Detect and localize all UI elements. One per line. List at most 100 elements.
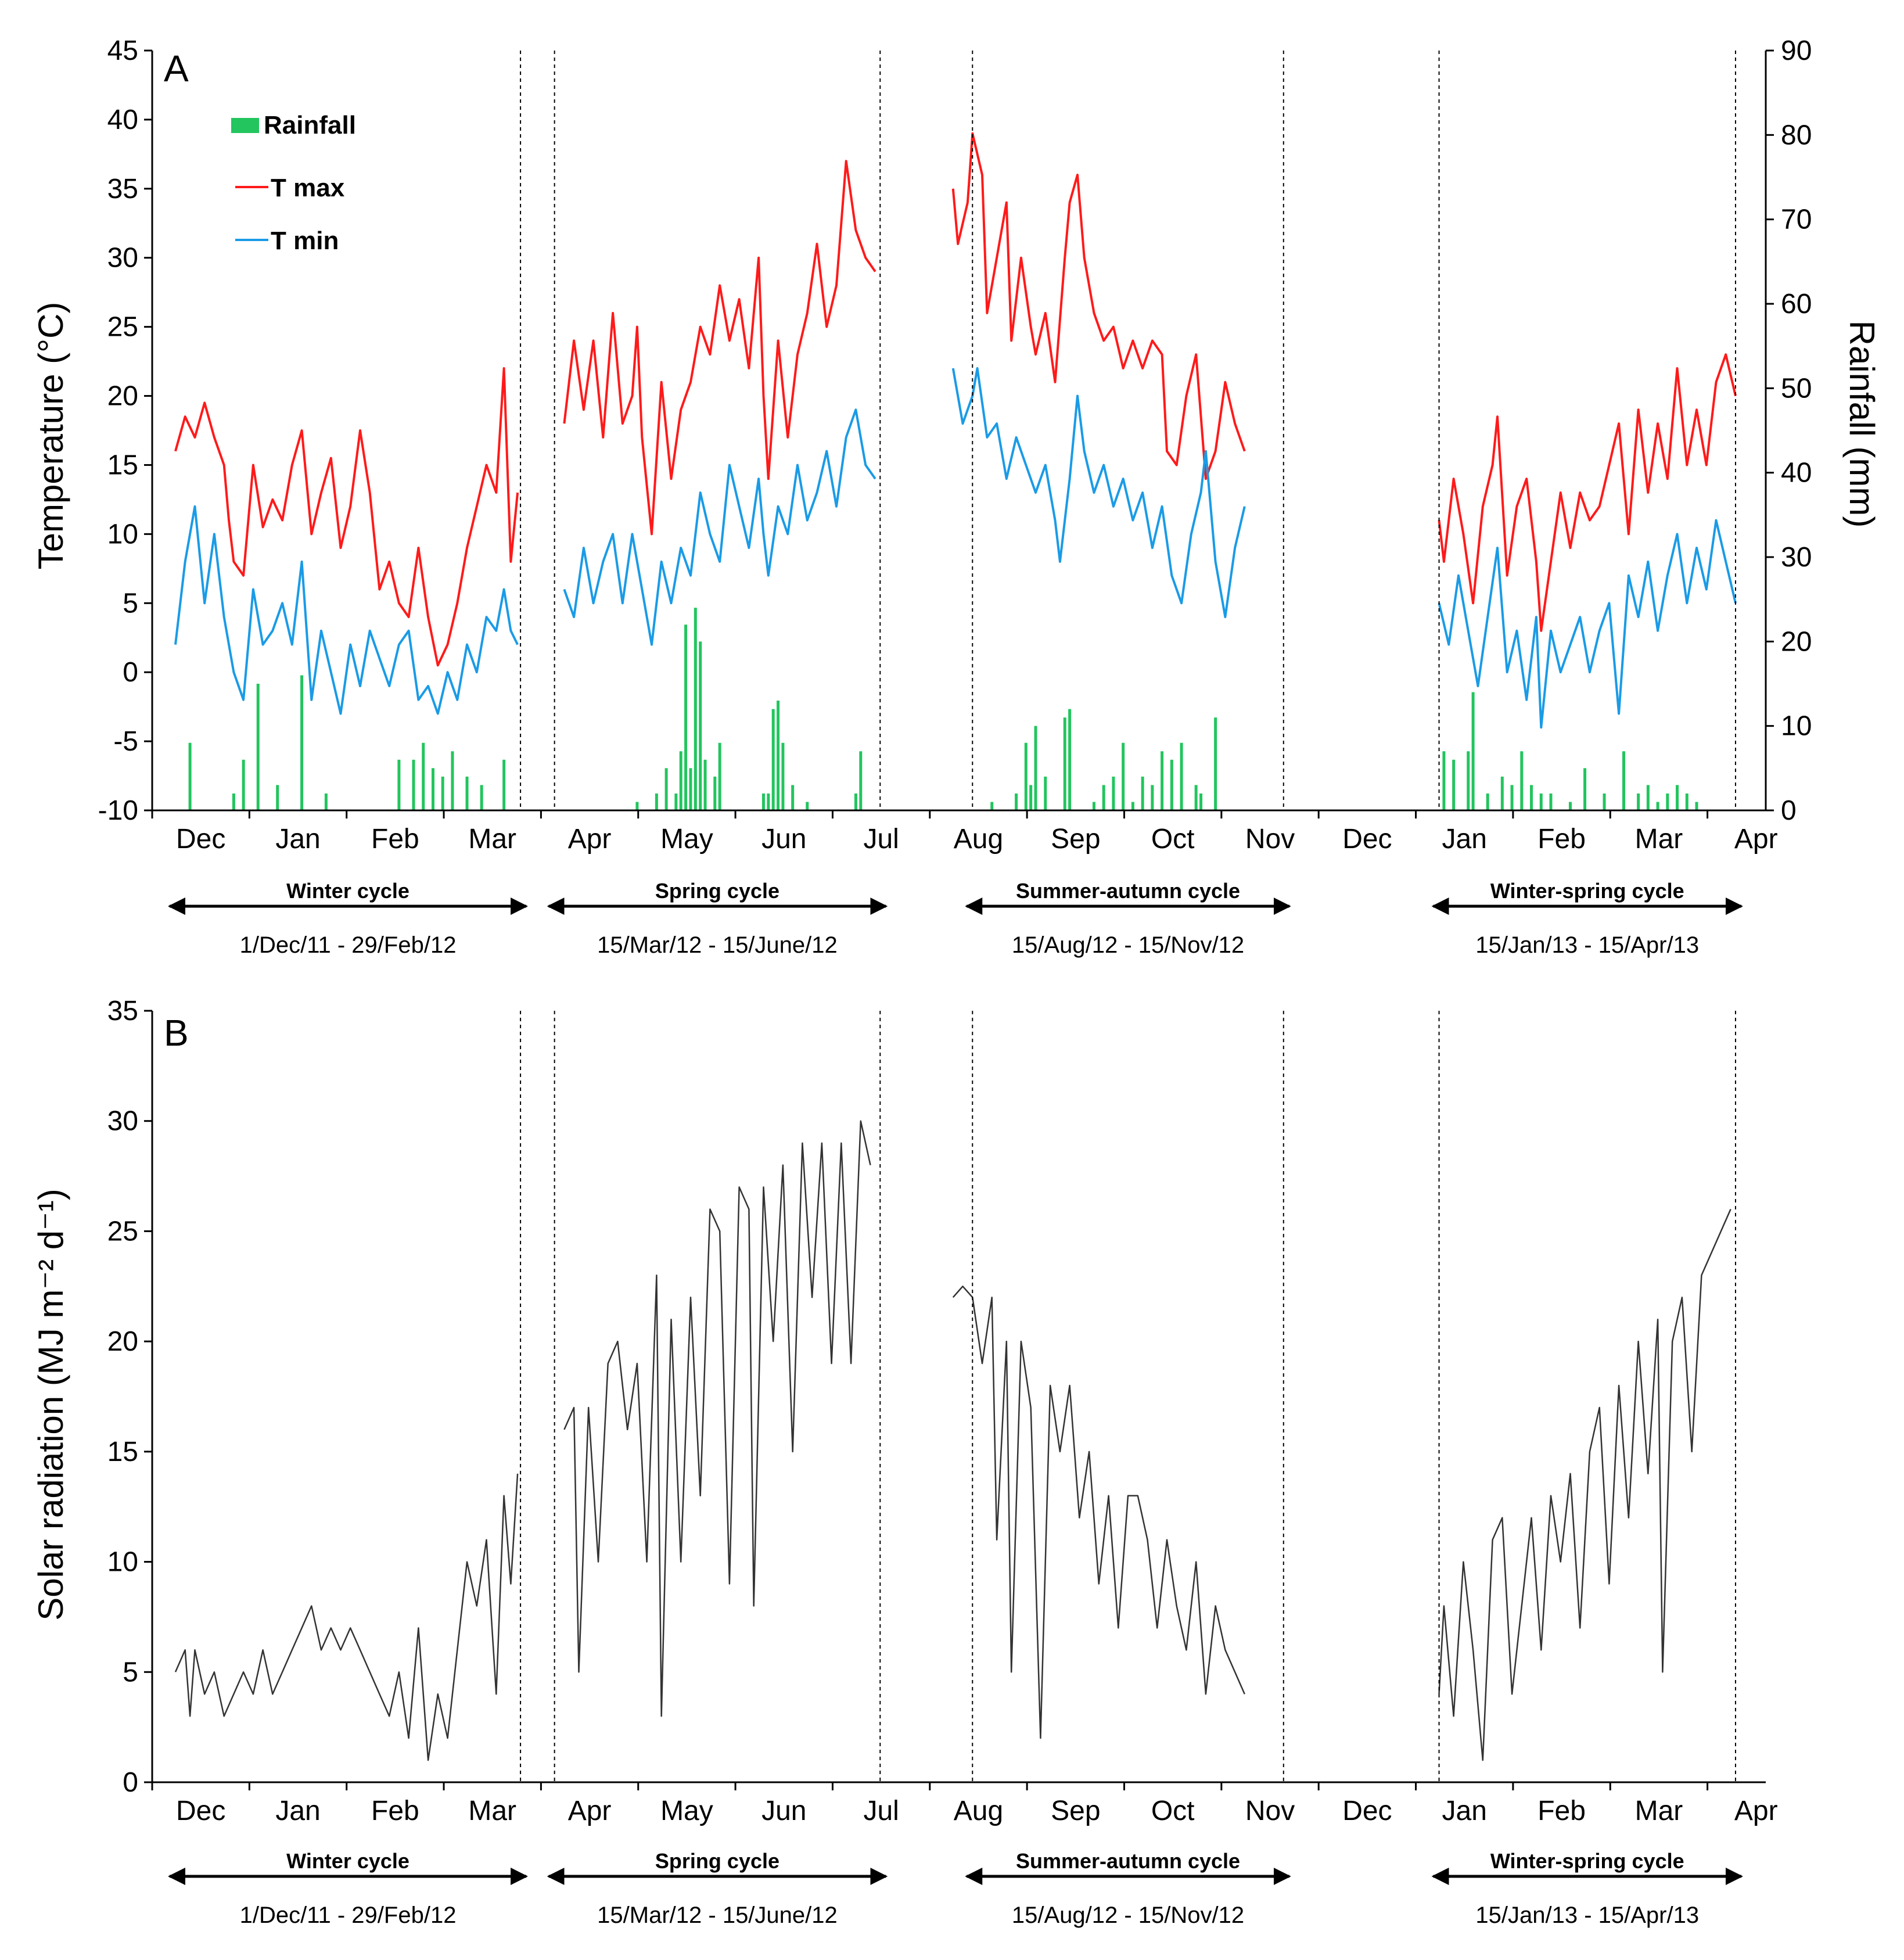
rainfall-bar (781, 742, 785, 810)
month-label: Aug (954, 824, 1003, 855)
rainfall-bar (1214, 717, 1217, 810)
month-label: Sep (1051, 1796, 1100, 1826)
month-label: Mar (468, 824, 516, 855)
month-label: May (660, 824, 713, 855)
rainfall-bar (276, 785, 279, 810)
rainfall-bar (1510, 785, 1514, 810)
rainfall-bar (1452, 759, 1456, 810)
cycle-label: Winter cycle (286, 1849, 409, 1873)
rainfall-bar (1092, 802, 1095, 810)
month-label: Apr (568, 824, 612, 855)
rainfall-bar (1122, 742, 1125, 810)
y2-tick-label: 40 (1781, 458, 1812, 489)
y2-tick-label: 60 (1781, 289, 1812, 320)
rainfall-bar (1015, 793, 1018, 810)
y-tick-label: 40 (107, 105, 138, 135)
y-tick-label: 35 (107, 174, 138, 204)
cycle-label: Summer-autumn cycle (1016, 1849, 1240, 1873)
cycle-label: Summer-autumn cycle (1016, 879, 1240, 903)
cycle-dates: 15/Mar/12 - 15/June/12 (597, 1902, 838, 1928)
legend-rainfall-label: Rainfall (264, 111, 356, 139)
cycle-dates: 15/Aug/12 - 15/Nov/12 (1012, 932, 1244, 958)
y2-tick-label: 80 (1781, 120, 1812, 150)
rainfall-bar (1646, 785, 1650, 810)
y-tick-label: 15 (107, 1437, 138, 1467)
month-label: May (660, 1796, 713, 1826)
y-tick-label: -5 (113, 726, 138, 757)
month-label: Nov (1245, 1796, 1295, 1826)
rainfall-bar (1034, 726, 1037, 810)
t-max-line-segment (951, 132, 1246, 480)
month-label: Mar (1635, 1796, 1683, 1826)
rainfall-bar (674, 793, 678, 810)
solar-radiation-line-segment (1438, 1208, 1731, 1761)
rainfall-bar (465, 776, 469, 810)
legend-tmin-label: T min (271, 227, 339, 255)
month-label: Oct (1151, 1796, 1195, 1826)
t-min-line-segment (951, 367, 1246, 619)
rainfall-bar (242, 759, 245, 810)
month-label: Feb (1537, 1796, 1586, 1826)
rainfall-bar (451, 751, 454, 810)
rainfall-bar (990, 802, 994, 810)
rainfall-bar (324, 793, 328, 810)
month-label: Apr (568, 1796, 612, 1826)
cycle-annotations: Winter cycle 1/Dec/11 - 29/Feb/12 Spring c… (168, 879, 1743, 958)
month-label: Feb (371, 824, 419, 855)
y-tick-label: 25 (107, 312, 138, 343)
panel-label: B (164, 1012, 189, 1054)
y2-tick-label: 10 (1781, 711, 1812, 742)
cycle-boundaries (520, 51, 1736, 810)
y-tick-label: 5 (123, 1657, 138, 1688)
rainfall-bar (1112, 776, 1115, 810)
cycle-label: Winter cycle (286, 879, 409, 903)
rainfall-bar (703, 759, 707, 810)
t-max-line-segment (1438, 353, 1737, 632)
rainfall-bar (1676, 785, 1679, 810)
y-tick-label: -10 (98, 795, 138, 826)
month-label: Jun (761, 1796, 806, 1826)
cycle-dates: 1/Dec/11 - 29/Feb/12 (240, 932, 457, 958)
month-label: Aug (954, 1796, 1003, 1826)
rainfall-bar (1695, 802, 1698, 810)
y-tick-label: 5 (123, 588, 138, 619)
y-tick-label: 30 (107, 243, 138, 274)
rainfall-bar (1161, 751, 1164, 810)
month-label: Feb (371, 1796, 419, 1826)
panel-b-solar-radiation: 35 30 25 20 15 10 5 0 Dec Jan Feb Mar Apr May Jun Jul Au… (31, 996, 1778, 1928)
rainfall-bar (859, 751, 863, 810)
y2-tick-label: 0 (1781, 795, 1797, 826)
rainfall-bar (1530, 785, 1533, 810)
temperature-lines (174, 132, 1737, 729)
month-label: Jan (1442, 824, 1487, 855)
month-label: Jan (275, 1796, 320, 1826)
rainfall-bar (1180, 742, 1183, 810)
t-max-line-segment (563, 160, 876, 536)
rainfall-bar (655, 793, 658, 810)
t-min-line-segment (174, 505, 519, 715)
rainfall-bar (1539, 793, 1543, 810)
rainfall-bar (1063, 717, 1066, 810)
y-tick-label: 25 (107, 1216, 138, 1247)
y2-axis-title-rainfall: Rainfall (mm) (1842, 321, 1881, 528)
y-tick-label: 45 (107, 35, 138, 66)
y2-tick-label: 70 (1781, 204, 1812, 235)
solar-radiation-line (174, 1120, 1731, 1761)
panel-label: A (164, 48, 189, 89)
month-label: Jan (1442, 1796, 1487, 1826)
cycle-dates: 15/Jan/13 - 15/Apr/13 (1475, 932, 1699, 958)
rainfall-bar (1467, 751, 1470, 810)
cycle-label: Spring cycle (655, 1849, 779, 1873)
rainfall-bar (694, 608, 697, 810)
rainfall-bar (635, 802, 639, 810)
rainfall-bar (300, 675, 304, 810)
rainfall-bar (232, 793, 235, 810)
t-max-line-segment (174, 367, 519, 667)
rainfall-bar (1194, 785, 1198, 810)
rainfall-bar (1029, 785, 1033, 810)
month-label: Mar (1635, 824, 1683, 855)
y-tick-label: 35 (107, 996, 138, 1026)
rainfall-bar (1666, 793, 1669, 810)
rainfall-bar (1199, 793, 1203, 810)
